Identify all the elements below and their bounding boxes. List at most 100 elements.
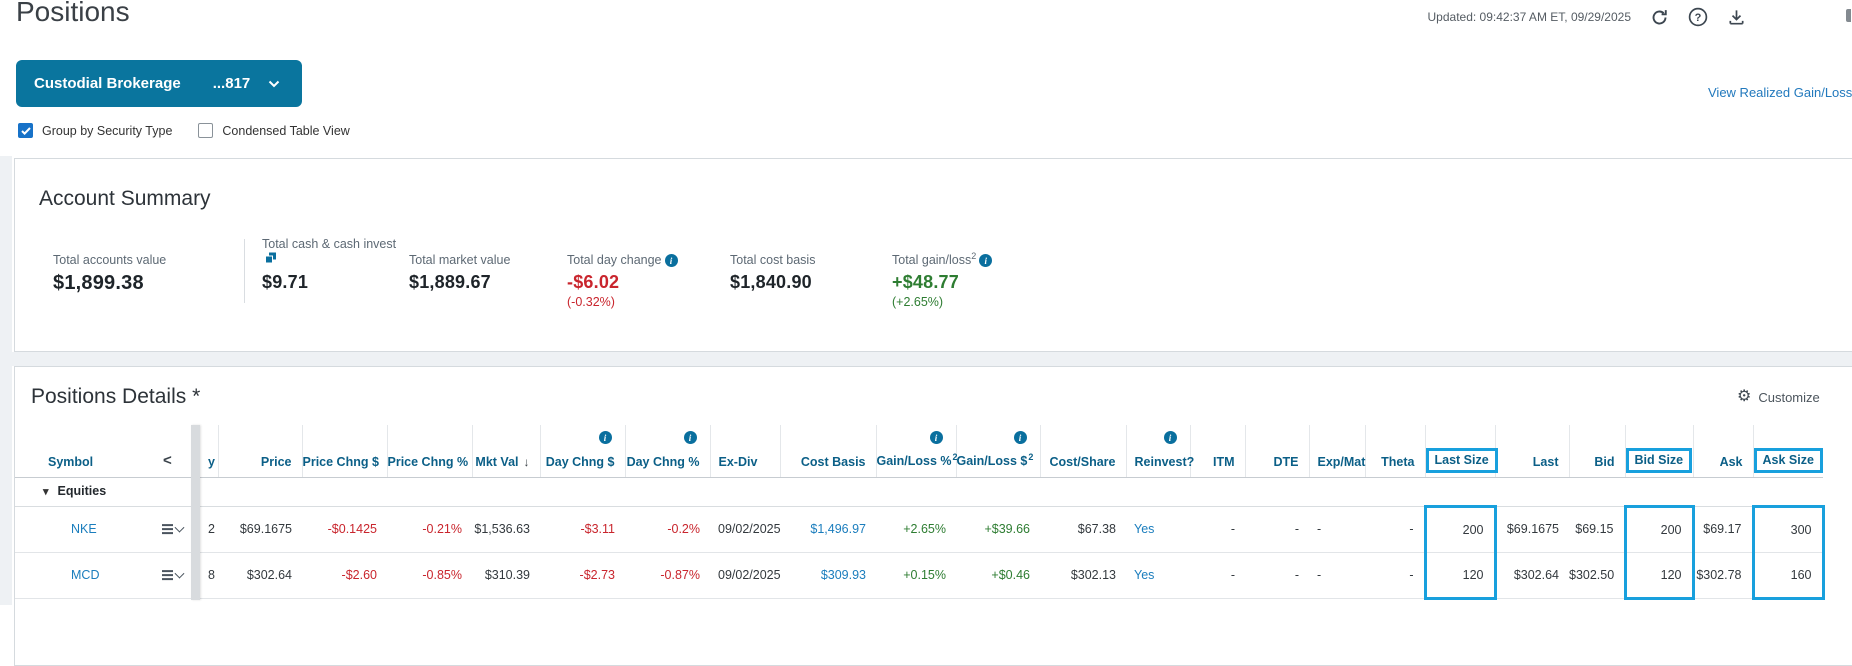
cell-cost_share: $302.13	[1040, 552, 1126, 599]
column-header-gain_loss_d[interactable]: Gain/Loss $2 i	[955, 425, 1040, 478]
column-header-mkt_val[interactable]: Mkt Val ↓	[471, 425, 540, 478]
summary-item-label: Total cost basis	[730, 252, 816, 267]
summary-item: Total day change i -$6.02 (-0.32%)	[567, 235, 730, 309]
cell-reinvest[interactable]: Yes	[1126, 506, 1190, 553]
column-header-reinvest[interactable]: Reinvest? i	[1125, 425, 1194, 478]
cell-symbol[interactable]: NKE	[15, 506, 191, 553]
row-menu-icon[interactable]	[162, 568, 185, 580]
group-label: Equities	[57, 484, 107, 498]
cell-exp_mat: -	[1309, 506, 1365, 553]
summary-item-label: Total day change i	[567, 252, 678, 268]
column-header-qty[interactable]: y	[200, 425, 218, 478]
column-header-price_chng_d[interactable]: Price Chng $	[301, 425, 387, 478]
column-header-cost_share[interactable]: Cost/Share	[1039, 425, 1126, 478]
cell-ask: $302.78	[1693, 552, 1753, 599]
summary-item-label: Total gain/loss2i	[892, 251, 993, 268]
position-row-NKE: NKE 2 $69.1675 -$0.1425 -0.21% $1,536.63 -$3.1…	[15, 504, 1825, 553]
summary-item-label: Total cash & cash invest	[262, 236, 409, 269]
summary-item-value: +$48.77	[892, 272, 959, 292]
account-summary-title: Account Summary	[39, 187, 211, 210]
cell-price_chng_p: -0.85%	[387, 552, 472, 599]
cell-symbol[interactable]: MCD	[15, 552, 191, 599]
checkbox-checked-icon[interactable]	[18, 123, 33, 138]
info-icon[interactable]: i	[1163, 431, 1177, 444]
column-header-last_size[interactable]: Last Size	[1424, 425, 1498, 478]
column-header-theta[interactable]: Theta	[1364, 425, 1425, 478]
cell-reinvest[interactable]: Yes	[1126, 552, 1190, 599]
svg-text:?: ?	[1695, 12, 1702, 24]
panel-divider-band	[0, 352, 1852, 366]
cell-ex_div: 09/02/2025	[710, 506, 781, 553]
info-icon[interactable]: i	[683, 431, 697, 444]
summary-item-label: Total accounts value	[53, 252, 167, 267]
column-header-symbol[interactable]: Symbol <	[15, 425, 191, 478]
cell-bid_size: 120	[1623, 552, 1695, 600]
account-summary-items: Total accounts value $1,899.38 Total cash …	[53, 235, 1062, 309]
column-header-day_chng_d[interactable]: Day Chng $ i	[539, 425, 625, 478]
summary-item: Total gain/loss2i +$48.77 (+2.65%)	[892, 235, 1062, 309]
cell-cost_basis[interactable]: $1,496.97	[780, 506, 876, 553]
column-header-ex_div[interactable]: Ex-Div	[709, 425, 780, 478]
info-icon[interactable]: i	[598, 431, 612, 444]
column-header-bid_size[interactable]: Bid Size	[1624, 425, 1693, 478]
toggle-condensed-table-view[interactable]: Condensed Table View	[198, 123, 350, 138]
cell-ask: $69.17	[1693, 506, 1753, 553]
column-header-dte[interactable]: DTE	[1244, 425, 1309, 478]
cell-last: $302.64	[1495, 552, 1569, 599]
symbol-link[interactable]: NKE	[71, 522, 97, 536]
cell-price_chng_d: -$2.60	[302, 552, 387, 599]
cell-mkt_val: $1,536.63	[472, 506, 540, 553]
summary-item-label: Total market value	[409, 252, 511, 267]
summary-item-value: $1,840.90	[730, 272, 812, 292]
cell-cost_basis[interactable]: $309.93	[780, 552, 876, 599]
toggle-label: Condensed Table View	[222, 123, 350, 138]
column-drag-handle[interactable]	[191, 425, 200, 600]
cell-dte: -	[1245, 506, 1309, 553]
account-selector-button[interactable]: Custodial Brokerage ...817	[16, 60, 303, 107]
info-icon[interactable]: i	[664, 254, 678, 268]
info-icon[interactable]: i	[1013, 431, 1027, 444]
cell-day_chng_d: -$2.73	[540, 552, 625, 599]
column-header-exp_mat[interactable]: Exp/Mat	[1308, 425, 1365, 478]
refresh-icon[interactable]	[1650, 8, 1669, 27]
toggle-group-by-security-type[interactable]: Group by Security Type	[18, 123, 172, 138]
summary-item: Total accounts value $1,899.38	[53, 235, 244, 295]
summary-item: Total cost basis $1,840.90	[730, 235, 892, 293]
column-header-price[interactable]: Price	[217, 425, 302, 478]
cell-price: $69.1675	[218, 506, 302, 553]
column-header-itm[interactable]: ITM	[1189, 425, 1245, 478]
cell-itm: -	[1190, 506, 1245, 553]
view-realized-gain-loss-link[interactable]: View Realized Gain/Loss	[1708, 85, 1852, 100]
highlight-box: Ask Size	[1753, 447, 1823, 473]
summary-item-value: $1,899.38	[53, 272, 144, 294]
gear-icon: ⚙	[1737, 388, 1752, 405]
column-header-ask_size[interactable]: Ask Size	[1752, 425, 1823, 478]
info-icon[interactable]: i	[929, 431, 943, 444]
account-summary-panel: Account Summary Total accounts value $1,8…	[14, 158, 1852, 352]
column-header-price_chng_p[interactable]: Price Chng %	[386, 425, 472, 478]
cell-bid_size: 200	[1623, 504, 1695, 553]
popout-icon[interactable]	[265, 252, 277, 264]
group-row-equities[interactable]: ▾ Equities	[15, 477, 1823, 507]
column-header-cost_basis[interactable]: Cost Basis	[779, 425, 876, 478]
cell-exp_mat: -	[1309, 552, 1365, 599]
column-header-day_chng_p[interactable]: Day Chng % i	[624, 425, 710, 478]
info-icon[interactable]: i	[979, 254, 993, 268]
row-menu-icon[interactable]	[162, 522, 185, 534]
help-icon[interactable]: ?	[1688, 7, 1708, 27]
cell-ex_div: 09/02/2025	[710, 552, 781, 599]
column-header-bid[interactable]: Bid	[1568, 425, 1625, 478]
column-header-ask[interactable]: Ask	[1692, 425, 1753, 478]
cell-dte: -	[1245, 552, 1309, 599]
column-header-gain_loss_p[interactable]: Gain/Loss %2 i	[875, 425, 958, 478]
cell-qty: 2	[200, 506, 218, 553]
view-options: Group by Security Type Condensed Table V…	[18, 123, 376, 138]
column-header-last[interactable]: Last	[1494, 425, 1569, 478]
positions-table: Symbol < y Price Price Chng $ Price Chng % Mkt…	[15, 425, 1825, 600]
collapse-column-icon[interactable]: <	[163, 451, 172, 469]
checkbox-unchecked-icon[interactable]	[198, 123, 214, 138]
customize-button[interactable]: ⚙ Customize	[1737, 389, 1820, 405]
symbol-link[interactable]: MCD	[71, 568, 100, 582]
cell-gain_loss_p: +2.65%	[876, 506, 956, 553]
download-icon[interactable]	[1727, 8, 1746, 27]
